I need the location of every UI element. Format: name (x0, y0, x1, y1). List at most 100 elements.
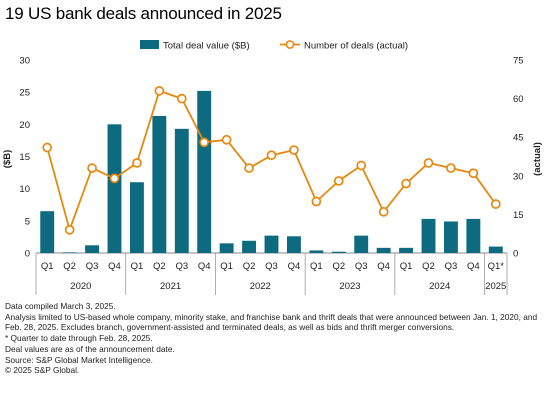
bar (488, 246, 503, 253)
x-tick-label: Q3 (86, 261, 99, 272)
legend-swatch-marker (285, 40, 295, 49)
bar (85, 245, 100, 253)
bar (421, 218, 436, 253)
x-tick-label: Q1 (220, 261, 233, 272)
y-tick-left: 25 (19, 88, 30, 99)
deals-marker (333, 176, 344, 186)
deals-marker (42, 142, 53, 153)
x-tick-label: Q3 (355, 261, 368, 272)
bar (399, 247, 414, 253)
deals-marker (132, 158, 142, 168)
y-tick-left: 15 (19, 152, 30, 163)
x-tick-label: Q2 (422, 261, 435, 272)
bar (62, 252, 77, 253)
deals-marker (221, 134, 232, 145)
chart-legend: Total deal value ($B) Number of deals (a… (140, 40, 408, 52)
deals-marker (266, 150, 277, 161)
deals-marker (401, 178, 411, 189)
x-tick-label: Q2 (63, 261, 76, 272)
bar (331, 251, 346, 253)
note-asterisk: * Quarter to date through Feb. 28, 2025. (5, 333, 153, 344)
chart-title: 19 US bank deals announced in 2025 (5, 4, 282, 23)
chart-notes: Data compiled March 3, 2025. Analysis li… (5, 301, 540, 376)
y-tick-right: 30 (513, 171, 524, 182)
bar (40, 211, 55, 253)
deals-marker (87, 163, 97, 173)
x-tick-label: Q4 (108, 261, 121, 272)
bar (219, 243, 234, 253)
deals-marker (64, 224, 75, 235)
year-label: 2021 (160, 281, 181, 292)
y-tick-left: 5 (25, 216, 30, 227)
y-tick-left: 30 (19, 56, 30, 67)
x-tick-label: Q2 (153, 261, 166, 272)
note-deal-values: Deal values are as of the announcement d… (5, 343, 175, 354)
deals-marker (423, 158, 434, 168)
y-axis-label-left: ($B) (2, 150, 13, 168)
bar (286, 236, 301, 253)
y-tick-right: 75 (513, 56, 524, 67)
legend-swatch-bar (140, 40, 159, 49)
y-tick-left: 20 (19, 120, 30, 131)
x-tick-label: Q4 (198, 261, 211, 272)
x-tick-label: Q4 (467, 261, 480, 272)
note-copyright: © 2025 S&P Global. (5, 365, 80, 376)
note-source: Source: S&P Global Market Intelligence. (5, 354, 153, 365)
deals-marker (289, 145, 299, 155)
x-tick-label: Q3 (445, 261, 458, 272)
x-tick-label: Q3 (265, 261, 278, 272)
line-series (42, 86, 501, 235)
x-tick-label: Q3 (175, 261, 188, 272)
bar (309, 250, 324, 253)
y-tick-right: 0 (513, 249, 518, 260)
bar (242, 240, 257, 253)
year-label: 2022 (250, 281, 271, 292)
x-tick-label: Q1 (41, 261, 54, 272)
deals-marker (356, 160, 367, 171)
x-tick-label: Q4 (288, 261, 301, 272)
bar (152, 115, 167, 253)
bar (197, 90, 212, 253)
x-axis-labels: Q1 Q2 Q3 Q4 Q1 Q2 Q3 Q4 Q1 Q2 Q3 Q4 Q1 Q2 Q3 Q4 Q1 Q2 Q3 Q4… (35, 253, 508, 295)
bar (174, 128, 189, 253)
note-analysis: Analysis limited to US-based whole compa… (5, 311, 538, 333)
bar (443, 221, 458, 253)
x-tick-label: Q4 (377, 261, 390, 272)
y-tick-left: 10 (19, 184, 30, 195)
bar (466, 218, 481, 253)
year-label: 2024 (429, 281, 450, 292)
x-tick-label: Q2 (243, 261, 256, 272)
deals-marker (468, 168, 479, 179)
y-tick-left: 0 (25, 249, 30, 260)
y-axis-label-right: (actual) (532, 142, 543, 176)
x-tick-label: Q1* (488, 261, 505, 272)
y-tick-right: 15 (513, 210, 524, 221)
y-tick-right: 60 (513, 94, 524, 105)
deals-marker (490, 199, 501, 209)
bar (376, 247, 391, 253)
y-tick-right: 45 (513, 133, 524, 144)
year-label: 2025 (485, 281, 506, 292)
x-tick-label: Q2 (332, 261, 345, 272)
legend-label-line: Number of deals (actual) (304, 41, 408, 52)
bar (107, 124, 122, 253)
deals-marker (176, 93, 187, 104)
deals-marker (154, 86, 165, 96)
note-compiled: Data compiled March 3, 2025. (5, 301, 116, 311)
bar (264, 235, 279, 253)
bar (129, 182, 144, 253)
year-label: 2023 (339, 281, 360, 292)
deals-marker (199, 137, 210, 148)
deals-marker (311, 196, 322, 207)
deals-marker (378, 206, 389, 217)
x-tick-label: Q1 (310, 261, 323, 272)
legend-label-bar: Total deal value ($B) (163, 41, 250, 52)
deals-marker (446, 163, 456, 173)
x-tick-label: Q1 (400, 261, 413, 272)
year-label: 2020 (70, 281, 91, 292)
deals-marker (109, 173, 120, 184)
bar-series (40, 90, 503, 253)
combo-chart: Total deal value ($B) Number of deals (a… (2, 40, 543, 295)
x-tick-label: Q1 (131, 261, 144, 272)
deals-marker (244, 163, 254, 173)
